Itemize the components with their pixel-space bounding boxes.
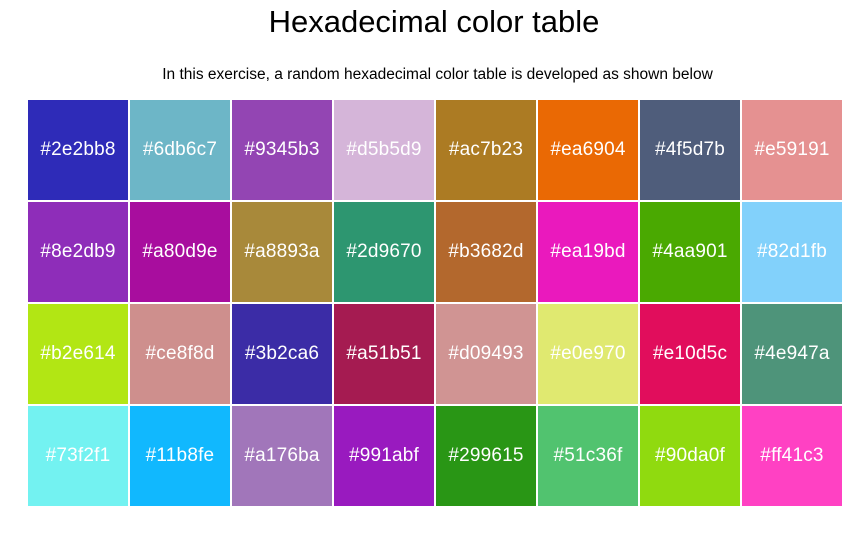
color-cell: #2d9670 — [334, 202, 434, 302]
color-cell: #82d1fb — [742, 202, 842, 302]
color-cell: #a8893a — [232, 202, 332, 302]
color-cell: #299615 — [436, 406, 536, 506]
color-cell: #4f5d7b — [640, 100, 740, 200]
color-cell: #d5b5d9 — [334, 100, 434, 200]
color-cell: #991abf — [334, 406, 434, 506]
color-table: #2e2bb8 #6db6c7 #9345b3 #d5b5d9 #ac7b23 #ea69… — [28, 100, 844, 506]
color-cell: #ea6904 — [538, 100, 638, 200]
color-cell: #6db6c7 — [130, 100, 230, 200]
color-cell: #51c36f — [538, 406, 638, 506]
color-cell: #ce8f8d — [130, 304, 230, 404]
page-title: Hexadecimal color table — [268, 4, 600, 39]
color-cell: #90da0f — [640, 406, 740, 506]
color-cell: #b3682d — [436, 202, 536, 302]
color-cell: #d09493 — [436, 304, 536, 404]
color-cell: #73f2f1 — [28, 406, 128, 506]
color-cell: #e0e970 — [538, 304, 638, 404]
color-cell: #ea19bd — [538, 202, 638, 302]
page-subtitle: In this exercise, a random hexadecimal c… — [162, 66, 713, 83]
color-cell: #9345b3 — [232, 100, 332, 200]
color-cell: #ac7b23 — [436, 100, 536, 200]
color-cell: #4e947a — [742, 304, 842, 404]
color-cell: #a80d9e — [130, 202, 230, 302]
color-cell: #a176ba — [232, 406, 332, 506]
color-cell: #11b8fe — [130, 406, 230, 506]
color-cell: #b2e614 — [28, 304, 128, 404]
color-cell: #3b2ca6 — [232, 304, 332, 404]
color-cell: #e10d5c — [640, 304, 740, 404]
color-cell: #8e2db9 — [28, 202, 128, 302]
color-cell: #4aa901 — [640, 202, 740, 302]
color-cell: #ff41c3 — [742, 406, 842, 506]
color-cell: #2e2bb8 — [28, 100, 128, 200]
color-cell: #e59191 — [742, 100, 842, 200]
color-cell: #a51b51 — [334, 304, 434, 404]
